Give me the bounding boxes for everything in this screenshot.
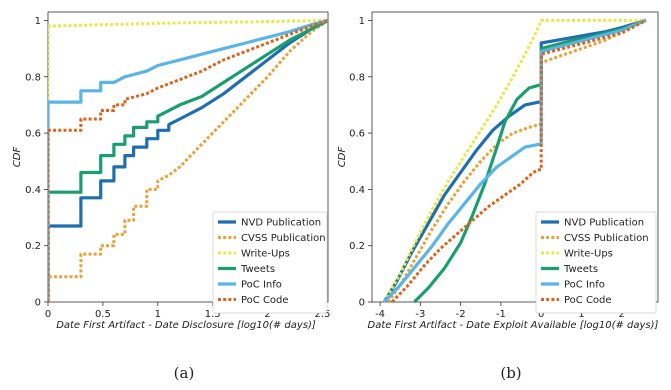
x-tick-label: 2	[264, 309, 270, 320]
legend-label: CVSS Publication	[564, 233, 649, 244]
legend-label: PoC Info	[241, 280, 282, 291]
y-tick-label: 1	[359, 16, 365, 27]
legend-label: Write-Ups	[241, 249, 290, 260]
legend-box	[212, 211, 328, 314]
series-line-poc-code	[48, 18, 328, 302]
x-tick-label: 1	[155, 309, 161, 320]
y-tick-label: 0	[359, 298, 365, 309]
x-tick-label: 1	[578, 309, 584, 320]
x-axis-title: Date First Artifact - Date Disclosure [l…	[56, 320, 316, 331]
series-line-poc-code	[391, 19, 647, 304]
x-tick-label: 1.5	[205, 309, 221, 320]
legend-box	[535, 211, 657, 314]
series-line-write-ups	[382, 18, 646, 303]
series-line-nvd-publication	[48, 18, 328, 302]
series-group	[382, 18, 647, 304]
legend-label: NVD Publication	[241, 218, 321, 229]
x-tick-label: -3	[415, 309, 425, 320]
y-tick-label: 0.2	[25, 241, 41, 252]
y-tick-label: 1	[35, 16, 41, 27]
y-tick-label: 0.8	[349, 72, 365, 83]
panel-label: (b)	[500, 364, 521, 382]
y-tick-label: 0	[35, 298, 41, 309]
y-axis-title: CDF	[12, 147, 23, 168]
series-line-cvss-publication	[48, 19, 328, 302]
x-tick-label: 0	[45, 309, 51, 320]
x-tick-label: -2	[456, 309, 466, 320]
x-tick-label: 0	[538, 309, 544, 320]
plot-frame	[371, 11, 659, 303]
legend-label: NVD Publication	[564, 218, 644, 229]
series-line-poc-info	[382, 18, 647, 304]
series-line-cvss-publication	[386, 19, 647, 303]
legend-label: PoC Code	[241, 295, 289, 306]
legend-label: Write-Ups	[564, 249, 613, 260]
x-tick-label: 2.5	[315, 309, 331, 320]
series-line-poc-info	[48, 18, 328, 302]
legend-label: Tweets	[563, 264, 598, 275]
y-tick-label: 0.8	[25, 72, 41, 83]
legend-label: Tweets	[240, 264, 275, 275]
y-tick-label: 0.4	[25, 185, 41, 196]
series-line-tweets	[48, 18, 328, 302]
series-line-nvd-publication	[382, 18, 647, 303]
series-group	[48, 18, 328, 302]
y-tick-label: 0.6	[25, 129, 41, 140]
legend-label: PoC Info	[564, 280, 605, 291]
series-line-write-ups	[48, 18, 328, 302]
y-axis-title: CDF	[337, 147, 348, 168]
y-tick-label: 0.6	[349, 129, 365, 140]
panel-label: (a)	[174, 364, 195, 382]
x-tick-label: 2	[619, 309, 625, 320]
x-tick-label: -1	[496, 309, 506, 320]
legend-label: CVSS Publication	[241, 233, 326, 244]
x-axis-title: Date First Artifact - Date Exploit Avail…	[368, 320, 659, 331]
x-tick-label: 0.5	[95, 309, 111, 320]
y-tick-label: 0.4	[349, 185, 365, 196]
y-tick-label: 0.2	[349, 241, 365, 252]
x-tick-label: -4	[375, 309, 385, 320]
legend-label: PoC Code	[564, 295, 612, 306]
